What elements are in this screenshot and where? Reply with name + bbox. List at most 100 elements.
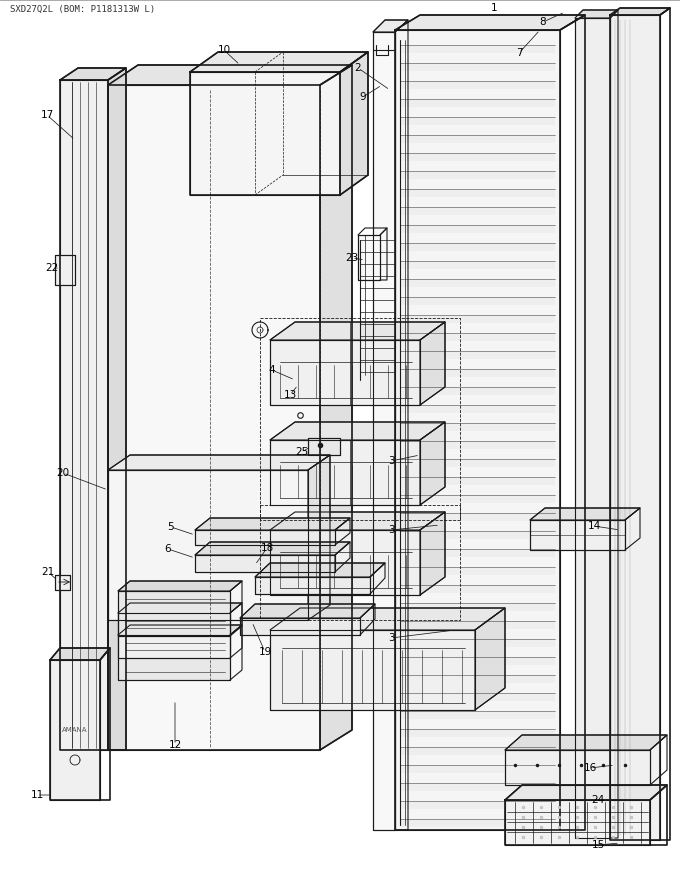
Polygon shape [190, 72, 340, 195]
Polygon shape [420, 422, 445, 505]
Polygon shape [400, 711, 555, 719]
Polygon shape [400, 333, 555, 341]
Polygon shape [400, 99, 555, 107]
Text: 22: 22 [46, 263, 58, 273]
Polygon shape [505, 800, 650, 845]
Polygon shape [400, 513, 555, 521]
Polygon shape [420, 512, 445, 595]
Polygon shape [400, 45, 555, 53]
Polygon shape [400, 153, 555, 161]
Polygon shape [400, 549, 555, 557]
Polygon shape [108, 455, 330, 470]
Polygon shape [270, 608, 505, 630]
Polygon shape [108, 68, 126, 750]
Text: 20: 20 [56, 468, 69, 478]
Polygon shape [400, 207, 555, 215]
Polygon shape [340, 52, 368, 195]
Polygon shape [400, 243, 555, 251]
Text: 7: 7 [515, 48, 522, 58]
Text: 15: 15 [592, 840, 605, 850]
Polygon shape [118, 591, 230, 636]
Polygon shape [400, 729, 555, 737]
Polygon shape [400, 801, 555, 809]
Polygon shape [270, 340, 420, 405]
Text: 9: 9 [360, 92, 367, 102]
Text: 14: 14 [588, 521, 600, 531]
Polygon shape [358, 235, 380, 280]
Polygon shape [240, 618, 360, 635]
Polygon shape [50, 660, 100, 800]
Polygon shape [530, 508, 640, 520]
Polygon shape [400, 81, 555, 89]
Polygon shape [505, 735, 667, 750]
Polygon shape [400, 387, 555, 395]
Polygon shape [60, 80, 108, 750]
Polygon shape [400, 477, 555, 485]
Polygon shape [530, 520, 625, 550]
Text: 6: 6 [165, 544, 171, 554]
Polygon shape [400, 171, 555, 179]
Text: AMANA: AMANA [63, 727, 88, 733]
Polygon shape [400, 189, 555, 197]
Polygon shape [400, 279, 555, 287]
Text: 24: 24 [592, 795, 605, 805]
Polygon shape [255, 577, 370, 594]
Text: 2: 2 [355, 63, 361, 73]
Polygon shape [400, 405, 555, 413]
Polygon shape [320, 65, 352, 750]
Polygon shape [108, 470, 308, 620]
Polygon shape [610, 15, 660, 840]
Polygon shape [118, 581, 242, 591]
Polygon shape [395, 15, 585, 30]
Text: 3: 3 [388, 633, 394, 643]
Text: 23: 23 [345, 253, 358, 263]
Polygon shape [308, 455, 330, 620]
Polygon shape [400, 531, 555, 539]
Text: 17: 17 [40, 110, 54, 120]
Text: 5: 5 [168, 522, 174, 532]
Text: 3: 3 [388, 456, 394, 466]
Polygon shape [195, 555, 335, 572]
Polygon shape [255, 563, 385, 577]
Polygon shape [400, 315, 555, 323]
Polygon shape [308, 438, 340, 455]
Polygon shape [575, 10, 618, 18]
Polygon shape [60, 68, 126, 80]
Polygon shape [373, 20, 408, 32]
Text: 10: 10 [218, 45, 231, 55]
Text: 21: 21 [41, 567, 54, 577]
Text: 4: 4 [269, 365, 275, 375]
Polygon shape [400, 567, 555, 575]
Polygon shape [400, 351, 555, 359]
Polygon shape [400, 369, 555, 377]
Polygon shape [118, 613, 230, 658]
Polygon shape [400, 819, 555, 827]
Text: 11: 11 [31, 790, 44, 800]
Polygon shape [400, 297, 555, 305]
Polygon shape [505, 785, 667, 800]
Polygon shape [400, 459, 555, 467]
Polygon shape [475, 608, 505, 710]
Polygon shape [400, 225, 555, 233]
Text: 1: 1 [491, 3, 497, 13]
Polygon shape [270, 630, 475, 710]
Text: 16: 16 [583, 763, 596, 773]
Polygon shape [400, 135, 555, 143]
Text: 3: 3 [388, 525, 394, 535]
Polygon shape [400, 603, 555, 611]
Text: 25: 25 [295, 447, 309, 457]
Polygon shape [400, 117, 555, 125]
Text: 18: 18 [260, 543, 273, 553]
Polygon shape [118, 635, 230, 680]
Polygon shape [400, 441, 555, 449]
Polygon shape [118, 625, 242, 635]
Text: 19: 19 [258, 647, 271, 657]
Polygon shape [400, 639, 555, 647]
Text: 12: 12 [169, 740, 182, 750]
Text: 13: 13 [284, 390, 296, 400]
Polygon shape [195, 542, 350, 555]
Polygon shape [195, 530, 335, 545]
Polygon shape [270, 512, 445, 530]
Text: SXD27Q2L (BOM: P1181313W L): SXD27Q2L (BOM: P1181313W L) [10, 5, 155, 14]
Polygon shape [400, 423, 555, 431]
